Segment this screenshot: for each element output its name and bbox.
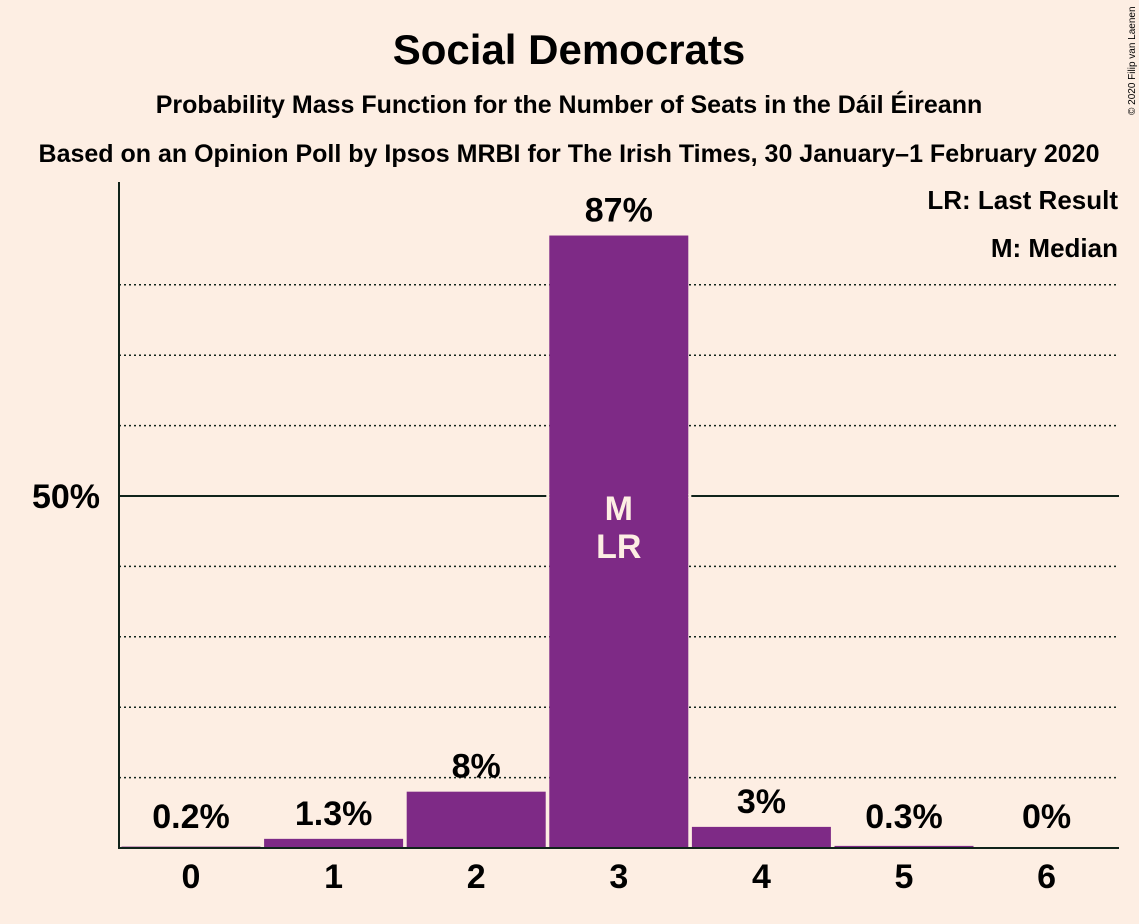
bars: [121, 235, 974, 848]
value-label-2: 8%: [452, 748, 501, 786]
x-tick-2: 2: [467, 858, 486, 896]
chart-subtitle-poll: Based on an Opinion Poll by Ipsos MRBI f…: [39, 140, 1100, 168]
value-label-4: 3%: [737, 783, 786, 821]
legend-median: M: Median: [991, 233, 1118, 263]
x-tick-0: 0: [182, 858, 201, 896]
bar-2: [406, 791, 546, 848]
bar-1: [264, 838, 404, 848]
bar-4: [691, 826, 831, 848]
chart-subtitle: Probability Mass Function for the Number…: [156, 90, 983, 119]
median-marker: M: [605, 490, 633, 528]
last-result-marker: LR: [596, 528, 641, 566]
value-label-5: 0.3%: [865, 798, 943, 836]
x-tick-5: 5: [895, 858, 914, 896]
bar-3: [549, 235, 689, 848]
value-label-0: 0.2%: [152, 798, 230, 836]
chart-title: Social Democrats: [393, 26, 746, 73]
bar-gap-right: [688, 494, 692, 498]
x-tick-4: 4: [752, 858, 771, 896]
copyright-text: © 2020 Filip van Laenen: [1127, 6, 1138, 115]
legend-last-result: LR: Last Result: [927, 185, 1118, 215]
x-tick-labels: 0 1 2 3 4 5 6: [182, 858, 1057, 896]
value-labels: 0.2% 1.3% 8% 87% 3% 0.3% 0% MLR: [152, 192, 1071, 836]
x-tick-3: 3: [609, 858, 628, 896]
y-tick-label-50: 50%: [32, 478, 100, 516]
bar-5: [834, 845, 974, 848]
value-label-3: 87%: [585, 192, 653, 230]
value-label-6: 0%: [1022, 798, 1071, 836]
x-tick-1: 1: [324, 858, 343, 896]
value-label-1: 1.3%: [295, 795, 373, 833]
x-tick-6: 6: [1037, 858, 1056, 896]
bar-gap-left: [546, 494, 550, 498]
